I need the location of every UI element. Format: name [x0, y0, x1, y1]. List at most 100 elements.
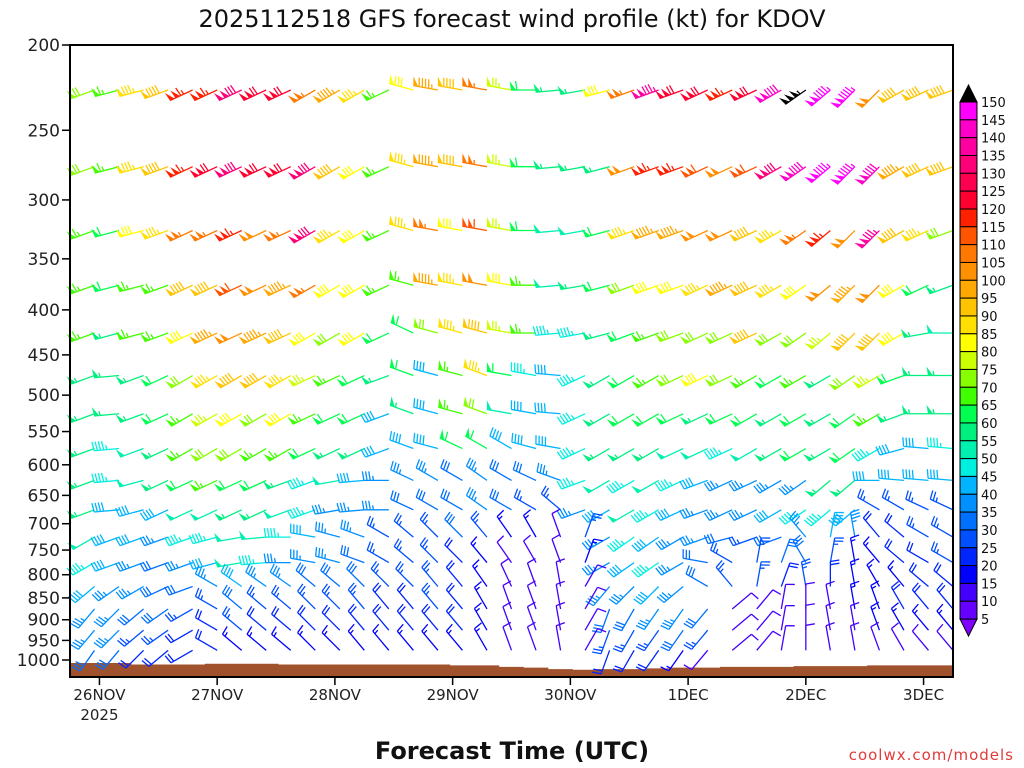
barb-flag	[293, 169, 304, 177]
barb-half	[102, 591, 107, 596]
barb-full	[790, 165, 799, 173]
barb-flag	[679, 416, 690, 425]
wind-barb	[396, 603, 414, 631]
wind-barb	[876, 331, 905, 347]
wind-barb	[631, 536, 660, 552]
barb-full	[224, 87, 231, 96]
barb-flag	[876, 290, 887, 298]
barb-half	[372, 523, 375, 529]
barb-staff	[119, 447, 144, 458]
barb-full	[611, 482, 619, 491]
barb-staff	[421, 589, 439, 610]
wind-barb	[655, 330, 684, 343]
barb-flag	[437, 217, 443, 228]
barb-half	[156, 229, 160, 235]
barb-flag	[858, 293, 870, 299]
wind-barb	[849, 622, 860, 651]
barb-full	[815, 89, 824, 97]
barb-full	[397, 153, 400, 163]
barb-staff	[884, 546, 905, 564]
barb-full	[397, 76, 400, 86]
barb-half	[126, 590, 131, 595]
barb-half	[125, 284, 129, 290]
barb-full	[840, 333, 849, 341]
barb-full	[660, 228, 666, 238]
barb-staff	[684, 89, 708, 102]
wind-barb	[188, 558, 218, 570]
barb-full	[753, 514, 761, 523]
barb-staff	[668, 629, 684, 652]
wind-barb	[262, 162, 292, 178]
barb-full	[842, 165, 851, 172]
barb-half	[147, 484, 152, 489]
barb-staff	[470, 543, 488, 564]
barb-full	[709, 285, 716, 294]
barb-staff	[659, 89, 684, 100]
barb-full	[614, 564, 622, 572]
barb-full	[685, 507, 691, 517]
barb-full	[164, 562, 170, 572]
barb-full	[614, 665, 624, 670]
barb-staff	[372, 610, 390, 631]
barb-staff	[756, 589, 774, 610]
wind-barb	[581, 281, 610, 293]
barb-flag	[263, 419, 274, 427]
barb-full	[252, 329, 259, 338]
barb-full	[761, 285, 769, 294]
barb-full	[911, 603, 919, 612]
barb-full	[850, 534, 860, 539]
barb-staff	[866, 564, 880, 587]
colorbar-label: 115	[981, 221, 1006, 236]
barb-staff	[584, 513, 595, 538]
barb-full	[248, 586, 255, 596]
wind-barb	[870, 580, 881, 610]
wind-barb	[753, 479, 782, 494]
wind-barb	[875, 443, 905, 456]
barb-full	[635, 624, 645, 631]
barb-full	[788, 167, 796, 175]
wind-barb	[189, 162, 218, 178]
barb-flag	[164, 288, 175, 296]
colorbar-box	[959, 208, 978, 228]
barb-flag	[655, 231, 665, 240]
barb-half	[273, 557, 276, 563]
barb-full	[614, 645, 624, 650]
barb-flag	[876, 338, 887, 346]
barb-full	[96, 163, 102, 172]
barb-flag	[828, 456, 839, 463]
barb-full	[714, 87, 722, 96]
barb-full	[886, 88, 894, 97]
barb-full	[317, 335, 324, 343]
wind-barb	[925, 227, 954, 240]
barb-staff	[634, 89, 659, 100]
colorbar-box	[959, 351, 978, 370]
barb-flag	[804, 100, 816, 107]
credit-link[interactable]: coolwx.com/models	[849, 746, 1014, 764]
wind-barb	[729, 447, 758, 462]
barb-full	[792, 534, 801, 542]
barb-full	[543, 365, 546, 375]
barb-full	[343, 520, 347, 530]
wind-barb	[312, 284, 341, 299]
barb-half	[371, 169, 376, 174]
x-axis-label: Forecast Time (UTC)	[375, 737, 649, 765]
wind-barb	[214, 447, 243, 462]
barb-staff	[489, 435, 512, 450]
barb-full	[864, 513, 872, 521]
barb-flag	[778, 293, 790, 300]
wind-barb	[139, 585, 169, 598]
wind-barb	[606, 226, 635, 240]
barb-staff	[634, 284, 659, 295]
wind-barb	[606, 88, 635, 100]
barb-full	[609, 568, 617, 576]
barb-half	[205, 90, 209, 95]
barb-full	[148, 508, 155, 517]
barb-full	[655, 567, 663, 576]
y-tick-label: 700	[28, 515, 60, 535]
barb-full	[400, 77, 403, 87]
barb-staff	[929, 284, 954, 295]
barb-staff	[195, 617, 218, 631]
barb-full	[422, 435, 425, 445]
barb-full	[556, 510, 563, 519]
barb-full	[99, 559, 106, 569]
